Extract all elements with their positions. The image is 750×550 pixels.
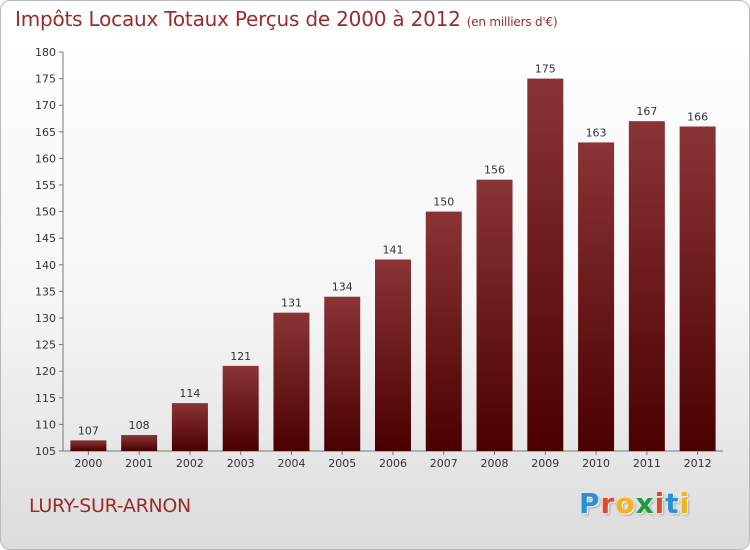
bar-value-label: 121 (230, 350, 251, 363)
bar-2009 (527, 78, 564, 451)
bar-value-label: 134 (332, 281, 353, 294)
chart-bars: 107 108 114 121 131 134 141 150 156 175 163 167 166 (70, 63, 716, 451)
bar-2004 (273, 312, 310, 451)
x-tick-label: 2009 (531, 457, 559, 470)
logo-letter: P (579, 487, 601, 520)
chart-title: Impôts Locaux Totaux Perçus de 2000 à 20… (15, 7, 558, 31)
x-tick-label: 2001 (125, 457, 153, 470)
proxiti-logo: Proxiti (579, 487, 690, 520)
y-tick-label: 115 (35, 392, 56, 405)
title-unit: (en milliers d'€) (466, 15, 558, 29)
y-tick-label: 110 (35, 418, 56, 431)
bar-value-label: 166 (687, 110, 708, 123)
bar-value-label: 163 (586, 126, 607, 139)
x-tick-label: 2010 (582, 457, 610, 470)
logo-letter: i (654, 487, 666, 520)
bar-value-label: 141 (383, 243, 404, 256)
y-tick-label: 170 (35, 99, 56, 112)
y-tick-label: 145 (35, 232, 56, 245)
bar-value-label: 175 (535, 63, 556, 76)
bar-value-label: 156 (484, 164, 505, 177)
logo-letter: o (615, 487, 636, 520)
y-tick-label: 150 (35, 206, 56, 219)
y-tick-label: 120 (35, 365, 56, 378)
x-tick-label: 2011 (633, 457, 661, 470)
title-text: Impôts Locaux Totaux Perçus de 2000 à 20… (15, 7, 461, 31)
commune-name: LURY-SUR-ARNON (29, 495, 191, 517)
bar-2001 (121, 435, 158, 451)
y-tick-label: 160 (35, 152, 56, 165)
bar-2011 (628, 121, 665, 451)
bar-value-label: 150 (433, 196, 454, 209)
logo-letter: r (600, 487, 616, 520)
bar-2012 (679, 126, 716, 451)
bar-2006 (375, 259, 411, 451)
y-tick-label: 180 (35, 46, 56, 59)
x-tick-label: 2006 (379, 457, 407, 470)
x-tick-label: 2007 (430, 457, 458, 470)
bar-2008 (476, 179, 513, 451)
y-tick-label: 155 (35, 179, 56, 192)
bar-value-label: 131 (281, 297, 302, 310)
bar-2002 (171, 403, 208, 451)
x-tick-label: 2000 (74, 457, 102, 470)
bar-value-label: 107 (78, 424, 99, 437)
bar-value-label: 108 (129, 419, 150, 432)
x-tick-label: 2002 (176, 457, 204, 470)
y-tick-label: 175 (35, 73, 56, 86)
x-tick-label: 2005 (328, 457, 356, 470)
y-tick-label: 105 (35, 445, 56, 458)
x-tick-label: 2012 (684, 457, 712, 470)
y-tick-label: 125 (35, 339, 56, 352)
x-tick-label: 2004 (277, 457, 305, 470)
bar-2003 (222, 365, 259, 451)
bar-value-label: 167 (636, 105, 657, 118)
bar-2005 (324, 296, 361, 451)
bar-value-label: 114 (179, 387, 200, 400)
y-tick-label: 130 (35, 312, 56, 325)
bar-2010 (578, 142, 615, 451)
logo-letter: i (679, 487, 691, 520)
x-tick-label: 2003 (227, 457, 255, 470)
logo-letter: t (665, 487, 680, 520)
y-tick-label: 135 (35, 285, 56, 298)
x-tick-label: 2008 (481, 457, 509, 470)
y-tick-label: 165 (35, 126, 56, 139)
chart-axes: 105 110 115 120 125 130 135 140 145 150 155 160 165 1… (35, 46, 723, 470)
y-tick-label: 140 (35, 259, 56, 272)
logo-letter: x (635, 487, 655, 520)
bar-2000 (70, 440, 107, 451)
bar-2007 (425, 211, 462, 451)
